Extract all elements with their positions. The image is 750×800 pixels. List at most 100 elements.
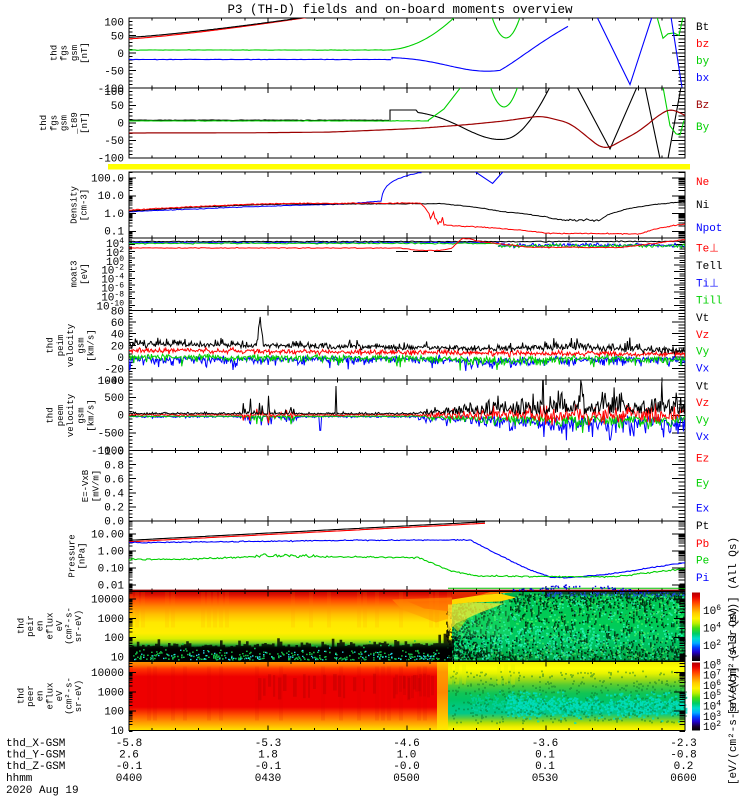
svg-text:gsm: gsm xyxy=(60,115,70,131)
svg-text:100: 100 xyxy=(104,87,124,99)
svg-text:1000: 1000 xyxy=(98,614,124,626)
svg-text:-50: -50 xyxy=(104,136,124,148)
svg-text:[nPa]: [nPa] xyxy=(78,542,88,569)
svg-text:10: 10 xyxy=(111,726,124,738)
svg-text:eV: eV xyxy=(55,690,65,701)
svg-text:0.2: 0.2 xyxy=(674,761,694,773)
svg-text:-0.1: -0.1 xyxy=(116,761,143,773)
svg-text:-50: -50 xyxy=(104,67,124,79)
svg-text:50: 50 xyxy=(111,101,124,113)
svg-text:thd_X-GSM: thd_X-GSM xyxy=(6,738,65,750)
svg-text:E=-VxB: E=-VxB xyxy=(81,469,91,502)
svg-text:thd: thd xyxy=(49,45,59,61)
svg-text:0.01: 0.01 xyxy=(98,581,125,593)
svg-text:Pressure: Pressure xyxy=(68,534,78,577)
svg-text:0.4: 0.4 xyxy=(104,489,124,501)
svg-text:10000: 10000 xyxy=(91,595,124,607)
svg-text:0.6: 0.6 xyxy=(104,475,124,487)
svg-text:Npot: Npot xyxy=(696,223,722,235)
svg-text:-0.0: -0.0 xyxy=(393,761,419,773)
svg-text:eflux: eflux xyxy=(45,612,55,639)
svg-text:0500: 0500 xyxy=(393,773,419,785)
svg-text:100: 100 xyxy=(104,633,124,645)
svg-text:0600: 0600 xyxy=(670,773,696,785)
svg-text:Ti⊥: Ti⊥ xyxy=(696,278,719,290)
svg-text:[nT]: [nT] xyxy=(80,42,90,64)
svg-text:[eV/(cm²-s-sr-eV)] (All Qs): [eV/(cm²-s-sr-eV)] (All Qs) xyxy=(728,607,740,785)
svg-text:[eV]: [eV] xyxy=(80,263,90,285)
svg-text:peim: peim xyxy=(56,335,66,357)
svg-text:Vx: Vx xyxy=(696,364,710,376)
svg-text:thd: thd xyxy=(17,618,27,634)
svg-text:10.0: 10.0 xyxy=(98,191,124,203)
svg-text:-3.6: -3.6 xyxy=(532,738,558,750)
svg-text:Ne: Ne xyxy=(696,177,709,189)
svg-text:velocity: velocity xyxy=(66,323,76,367)
svg-text:en: en xyxy=(36,691,46,702)
svg-text:thd_Z-GSM: thd_Z-GSM xyxy=(6,761,65,773)
svg-text:en: en xyxy=(36,621,46,632)
svg-text:0.8: 0.8 xyxy=(104,461,124,473)
svg-text:0430: 0430 xyxy=(255,773,281,785)
svg-text:Density: Density xyxy=(69,186,79,224)
svg-text:100: 100 xyxy=(104,18,124,30)
svg-text:-40: -40 xyxy=(104,376,124,388)
svg-text:Tell: Tell xyxy=(696,261,722,273)
svg-text:Pe: Pe xyxy=(696,556,709,568)
svg-text:1000: 1000 xyxy=(98,687,124,699)
svg-text:1000: 1000 xyxy=(98,376,124,388)
svg-text:0.0: 0.0 xyxy=(104,517,124,529)
svg-text:Vt: Vt xyxy=(696,382,709,394)
svg-text:-1000: -1000 xyxy=(91,446,124,458)
svg-text:by: by xyxy=(696,56,710,68)
svg-text:fgs: fgs xyxy=(49,115,59,131)
svg-text:0.10: 0.10 xyxy=(98,564,124,576)
svg-text:40: 40 xyxy=(111,330,124,342)
svg-text:Bz: Bz xyxy=(696,100,709,112)
svg-text:-5.8: -5.8 xyxy=(116,738,142,750)
svg-text:1.00: 1.00 xyxy=(98,547,124,559)
svg-text:-20: -20 xyxy=(104,365,124,377)
svg-text:gsm: gsm xyxy=(76,337,86,353)
svg-text:Pt: Pt xyxy=(696,521,709,533)
svg-text:1.0: 1.0 xyxy=(104,209,124,221)
svg-text:0: 0 xyxy=(117,49,124,61)
svg-text:peir: peir xyxy=(26,615,36,637)
svg-text:50: 50 xyxy=(111,32,124,44)
svg-text:80: 80 xyxy=(111,307,124,319)
svg-text:By: By xyxy=(696,122,710,134)
svg-text:thd: thd xyxy=(39,115,49,131)
svg-text:[nT]: [nT] xyxy=(80,112,90,134)
svg-text:0.1: 0.1 xyxy=(104,227,124,239)
svg-text:gsm: gsm xyxy=(70,45,80,61)
svg-text:bz: bz xyxy=(696,39,709,51)
svg-text:[cm-3]: [cm-3] xyxy=(80,189,90,221)
svg-text:hhmm: hhmm xyxy=(6,773,33,785)
svg-text:1.0: 1.0 xyxy=(104,447,124,459)
svg-text:0530: 0530 xyxy=(532,773,558,785)
svg-text:-100: -100 xyxy=(98,154,124,166)
svg-text:-0.8: -0.8 xyxy=(670,750,696,762)
svg-text:moat3: moat3 xyxy=(70,260,80,287)
svg-text:1.0: 1.0 xyxy=(397,750,417,762)
svg-text:-4.6: -4.6 xyxy=(393,738,419,750)
svg-text:Te⊥: Te⊥ xyxy=(696,243,719,255)
svg-text:-0.1: -0.1 xyxy=(255,761,282,773)
svg-text:bx: bx xyxy=(696,73,710,85)
svg-text:2020 Aug 19: 2020 Aug 19 xyxy=(6,785,79,797)
svg-text:Ex: Ex xyxy=(696,503,710,515)
svg-text:-5.3: -5.3 xyxy=(255,738,281,750)
svg-text:10: 10 xyxy=(111,653,124,665)
svg-text:P3 (TH-D) fields and on-board: P3 (TH-D) fields and on-board moments ov… xyxy=(227,3,573,17)
svg-text:eflux: eflux xyxy=(45,682,55,709)
svg-text:fgs: fgs xyxy=(60,45,70,61)
svg-text:20: 20 xyxy=(111,341,124,353)
svg-text:0.1: 0.1 xyxy=(535,750,555,762)
svg-text:0: 0 xyxy=(117,411,124,423)
svg-text:2.6: 2.6 xyxy=(119,750,139,762)
svg-text:10000: 10000 xyxy=(91,668,124,680)
svg-text:0.1: 0.1 xyxy=(535,761,555,773)
svg-text:1.8: 1.8 xyxy=(258,750,278,762)
svg-text:peer: peer xyxy=(26,685,36,707)
svg-text:peem: peem xyxy=(56,405,66,427)
